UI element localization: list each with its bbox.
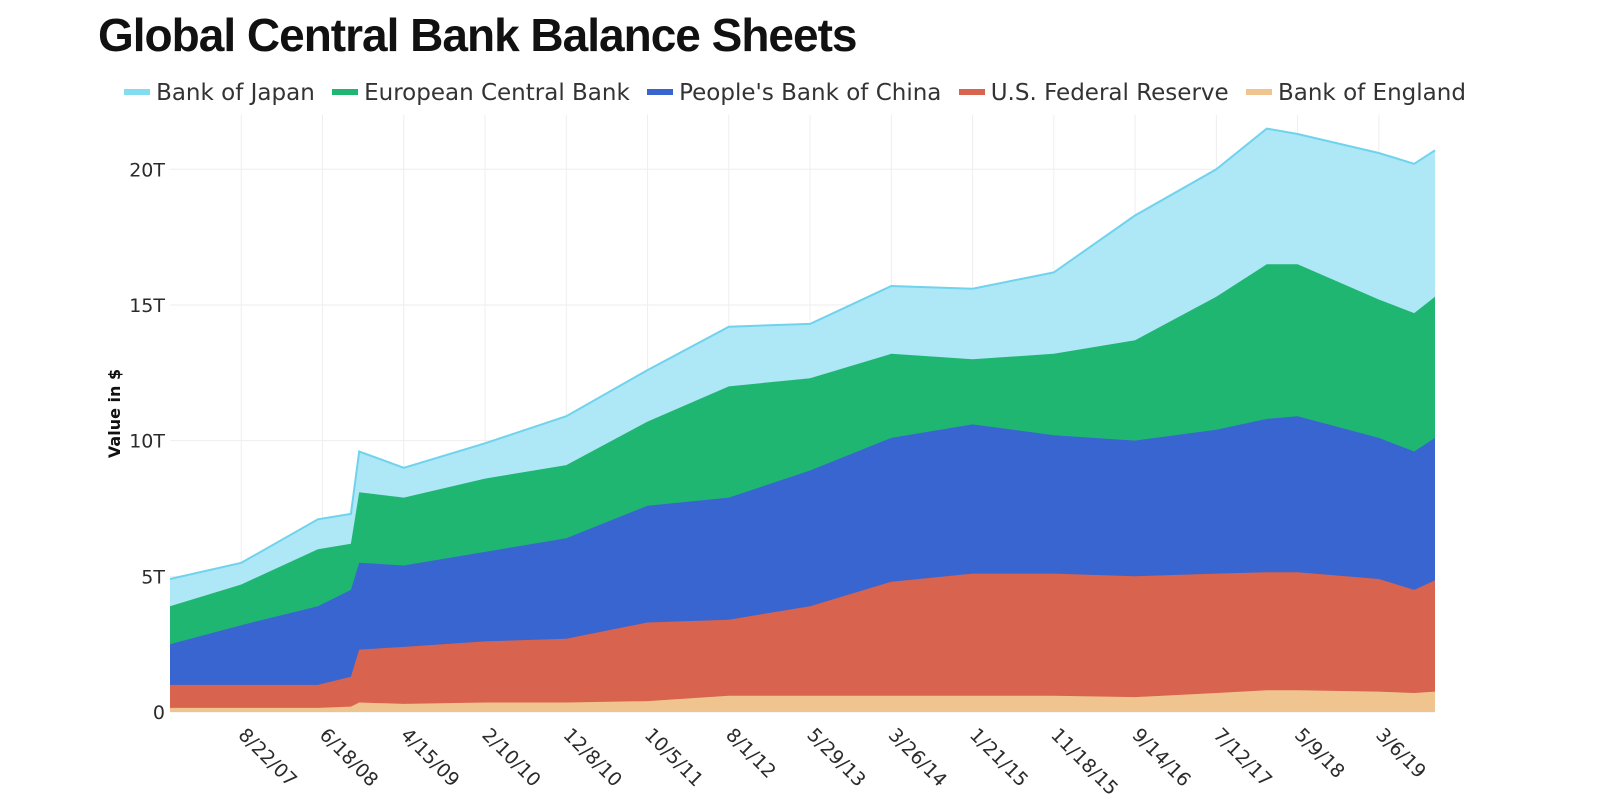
legend-label-us-federal-reserve: U.S. Federal Reserve	[990, 80, 1229, 106]
y-tick-label: 20T	[129, 159, 165, 181]
x-tick-label: 2/10/10	[477, 724, 544, 791]
x-tick-label: 6/18/08	[315, 724, 382, 791]
legend-swatch-peoples-bank-of-china	[647, 88, 674, 95]
chart-title: Global Central Bank Balance Sheets	[98, 9, 857, 61]
legend-item-bank-of-japan[interactable]: Bank of Japan	[124, 80, 315, 106]
x-tick-label: 8/22/07	[234, 724, 301, 791]
legend-item-us-federal-reserve[interactable]: U.S. Federal Reserve	[958, 80, 1229, 106]
area-u-s-federal-reserve	[170, 572, 1435, 712]
legend-label-peoples-bank-of-china: People's Bank of China	[679, 80, 942, 106]
legend-label-bank-of-japan: Bank of Japan	[156, 80, 315, 106]
legend-swatch-bank-of-england	[1245, 88, 1272, 95]
legend: Bank of Japan European Central Bank Peop…	[0, 80, 1600, 106]
x-tick-label: 12/8/10	[559, 724, 626, 791]
legend-swatch-bank-of-japan	[124, 88, 151, 95]
legend-label-bank-of-england: Bank of England	[1277, 80, 1466, 106]
x-tick-label: 3/6/19	[1371, 724, 1430, 783]
area-bank-of-england	[170, 690, 1435, 712]
y-tick-label: 5T	[141, 566, 165, 588]
x-tick-label: 5/9/18	[1290, 724, 1349, 783]
y-tick-label: 10T	[129, 431, 165, 453]
legend-item-peoples-bank-of-china[interactable]: People's Bank of China	[647, 80, 941, 106]
legend-item-bank-of-england[interactable]: Bank of England	[1245, 80, 1466, 106]
x-tick-label: 1/21/15	[965, 724, 1032, 791]
line-bank-of-japan	[169, 127, 1436, 580]
y-tick-label: 0	[153, 702, 165, 724]
x-tick-label: 10/5/11	[640, 724, 707, 791]
legend-item-european-central-bank[interactable]: European Central Bank	[332, 80, 630, 106]
legend-swatch-european-central-bank	[332, 88, 359, 95]
y-axis-label: Value in $	[105, 369, 124, 458]
x-tick-label: 4/15/09	[396, 724, 463, 791]
x-tick-label: 9/14/16	[1128, 724, 1195, 791]
legend-label-european-central-bank: European Central Bank	[364, 80, 630, 106]
legend-swatch-us-federal-reserve	[958, 88, 985, 95]
x-tick-label: 11/18/15	[1046, 724, 1122, 800]
y-tick-label: 15T	[129, 295, 165, 317]
x-tick-label: 5/29/13	[803, 724, 870, 791]
x-tick-label: 3/26/14	[884, 724, 951, 791]
x-tick-label: 8/1/12	[721, 724, 780, 783]
x-tick-label: 7/12/17	[1209, 724, 1276, 791]
